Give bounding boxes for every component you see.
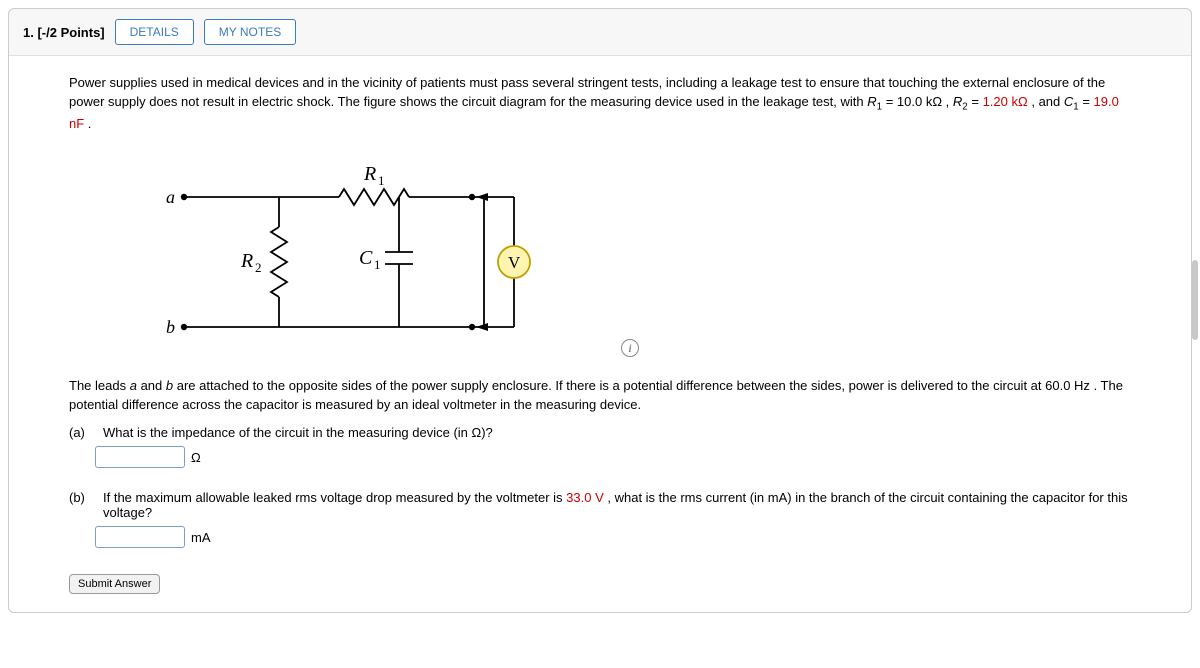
question-container: 1. [-/2 Points] DETAILS MY NOTES Power s… xyxy=(8,8,1192,613)
part-b-label: (b) xyxy=(69,490,95,505)
c1-sym: C xyxy=(1064,94,1073,109)
leads-freq: 60.0 Hz xyxy=(1045,378,1090,393)
eq2: = xyxy=(971,94,982,109)
leads-and: and xyxy=(141,378,166,393)
part-b-input[interactable] xyxy=(95,526,185,548)
part-b-unit: mA xyxy=(191,530,211,545)
r2-val: 1.20 kΩ xyxy=(983,94,1028,109)
info-icon[interactable]: i xyxy=(621,339,639,357)
part-a-text: What is the impedance of the circuit in … xyxy=(103,425,493,440)
r1-sym: R xyxy=(867,94,876,109)
svg-text:R: R xyxy=(363,163,376,185)
leads-b: b xyxy=(166,378,173,393)
period: . xyxy=(88,116,92,131)
r1-val: 10.0 kΩ xyxy=(897,94,942,109)
eq3: = xyxy=(1082,94,1093,109)
svg-text:V: V xyxy=(508,253,521,272)
problem-intro: Power supplies used in medical devices a… xyxy=(69,74,1131,133)
leads-a: a xyxy=(130,378,137,393)
part-a-label: (a) xyxy=(69,425,95,440)
sep2: , and xyxy=(1031,94,1064,109)
svg-text:R: R xyxy=(240,250,253,272)
part-b-pre: If the maximum allowable leaked rms volt… xyxy=(103,490,566,505)
eq1: = xyxy=(886,94,897,109)
submit-row: Submit Answer xyxy=(69,574,1131,594)
question-header: 1. [-/2 Points] DETAILS MY NOTES xyxy=(9,9,1191,56)
part-a-row: (a) What is the impedance of the circuit… xyxy=(69,425,1131,440)
part-b-voltage: 33.0 V xyxy=(566,490,604,505)
sep1: , xyxy=(946,94,953,109)
svg-text:C: C xyxy=(359,247,373,269)
svg-text:1: 1 xyxy=(374,257,381,272)
part-b-answer: mA xyxy=(95,526,1131,548)
circuit-svg: abR1R2C1V xyxy=(109,147,629,357)
part-b-row: (b) If the maximum allowable leaked rms … xyxy=(69,490,1131,520)
part-b-text: If the maximum allowable leaked rms volt… xyxy=(103,490,1131,520)
details-button[interactable]: DETAILS xyxy=(115,19,194,45)
part-a-answer: Ω xyxy=(95,446,1131,468)
scrollbar-thumb[interactable] xyxy=(1192,260,1198,340)
part-a-unit: Ω xyxy=(191,450,201,465)
question-number: 1. [-/2 Points] xyxy=(23,25,105,40)
leads-pre: The leads xyxy=(69,378,130,393)
r1-sub: 1 xyxy=(877,101,882,112)
question-body: Power supplies used in medical devices a… xyxy=(9,56,1191,612)
submit-answer-button[interactable]: Submit Answer xyxy=(69,574,160,594)
svg-text:2: 2 xyxy=(255,260,262,275)
r2-sym: R xyxy=(953,94,962,109)
leads-text: The leads a and b are attached to the op… xyxy=(69,377,1131,415)
leads-post: are attached to the opposite sides of th… xyxy=(177,378,1045,393)
qnum-idx: 1. xyxy=(23,25,34,40)
svg-text:b: b xyxy=(166,317,175,337)
svg-text:a: a xyxy=(166,187,175,207)
r2-sub: 2 xyxy=(962,101,967,112)
qnum-points: [-/2 Points] xyxy=(37,25,104,40)
part-a-input[interactable] xyxy=(95,446,185,468)
svg-text:1: 1 xyxy=(378,173,385,188)
circuit-diagram: abR1R2C1V i xyxy=(109,147,629,367)
my-notes-button[interactable]: MY NOTES xyxy=(204,19,296,45)
c1-sub: 1 xyxy=(1073,101,1078,112)
